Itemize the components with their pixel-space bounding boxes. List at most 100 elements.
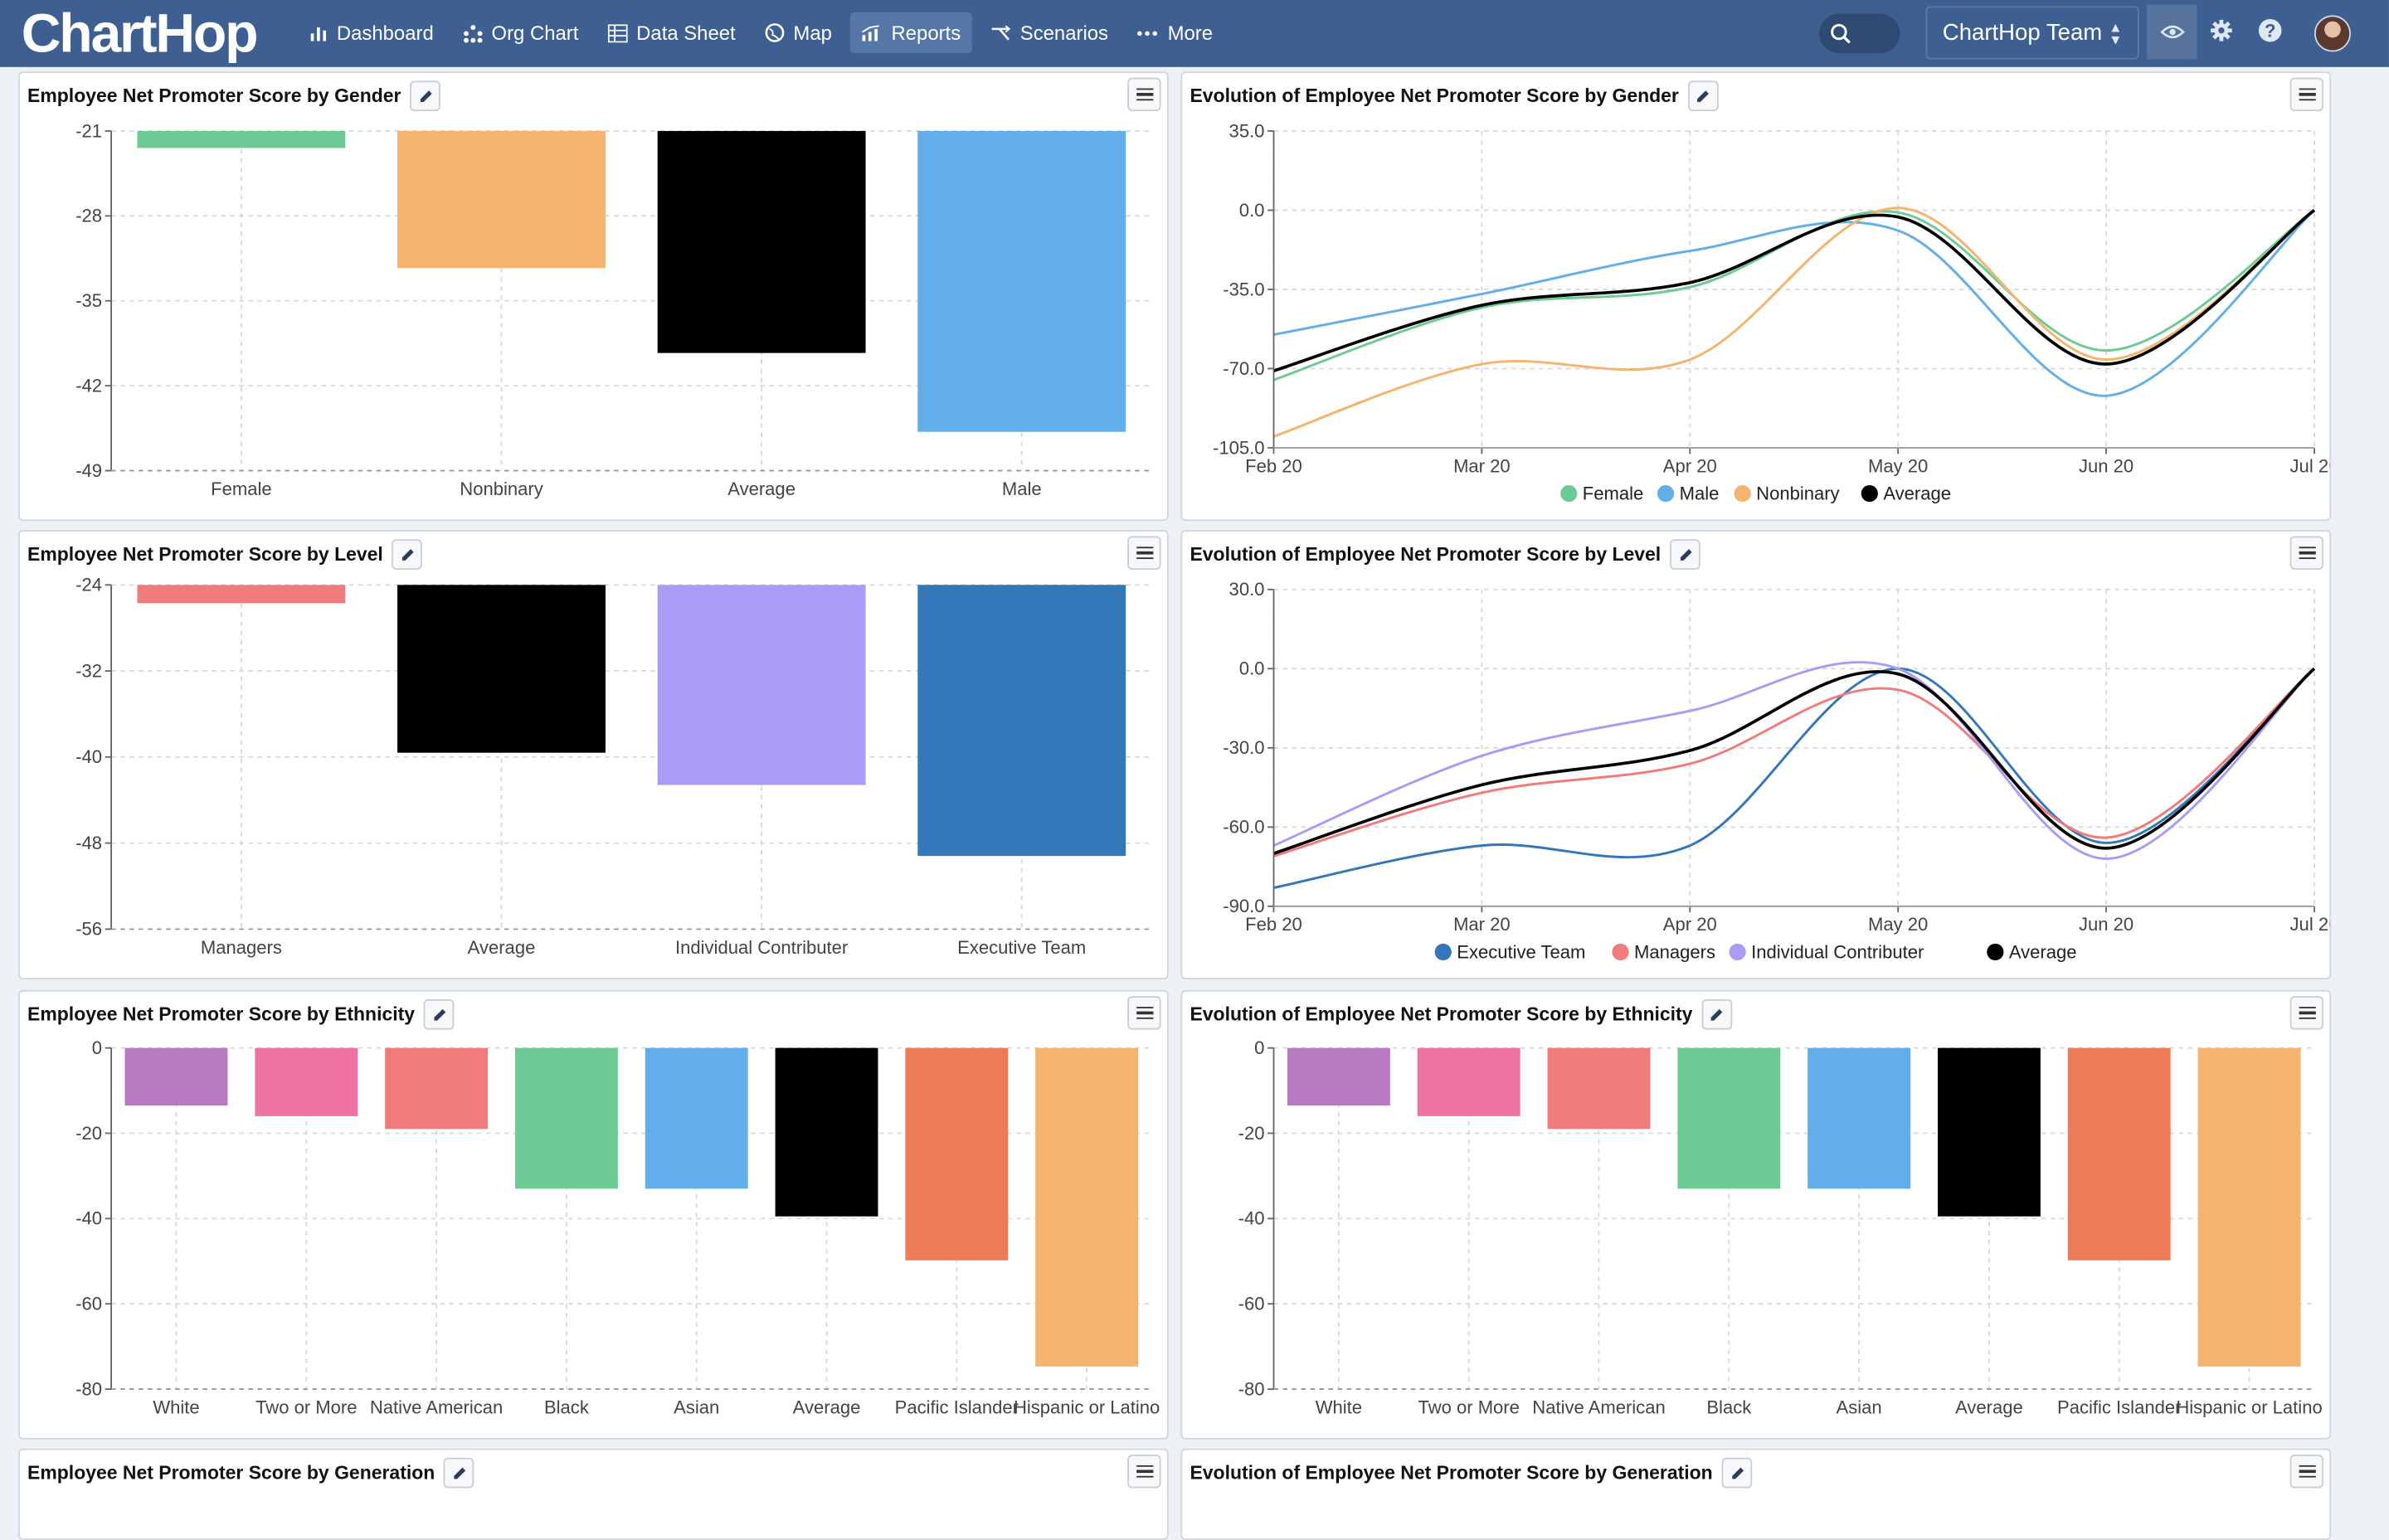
bar-chart: 0 -20 -40 -60 -80 White Two or More Native Amer… — [1238, 1037, 2323, 1417]
edit-title-button[interactable] — [410, 80, 441, 112]
edit-title-button[interactable] — [424, 998, 455, 1030]
series-line-nonbinary[interactable] — [1272, 206, 2315, 438]
edit-title-button[interactable] — [1701, 998, 1733, 1030]
y-tick-label: -90.0 — [1223, 896, 1264, 916]
nav-map[interactable]: Map — [754, 12, 843, 54]
legend-label[interactable]: Average — [2009, 941, 2077, 962]
series-line-individual-contributer[interactable] — [1272, 661, 2315, 861]
nav-scenarios[interactable]: Scenarios — [979, 12, 1119, 54]
nav-dashboard[interactable]: Dashboard — [299, 12, 445, 54]
bar-average[interactable] — [1937, 1047, 2041, 1217]
series-line-managers[interactable] — [1273, 668, 2315, 857]
y-tick-label: -42 — [75, 375, 102, 396]
hamburger-line — [2298, 1475, 2315, 1479]
bar-native-american[interactable] — [385, 1047, 489, 1129]
user-avatar[interactable] — [2314, 15, 2352, 52]
bar-average[interactable] — [775, 1047, 878, 1217]
help-button[interactable]: ? — [2258, 18, 2282, 42]
bar-pacific-islander[interactable] — [2067, 1047, 2171, 1261]
nav-reports[interactable]: Reports — [849, 12, 972, 54]
series-line-executive-team[interactable] — [1273, 667, 2315, 889]
series-line-female[interactable] — [1272, 209, 2315, 381]
bar-male[interactable] — [917, 130, 1126, 432]
bar-managers[interactable] — [137, 585, 346, 604]
bar-nonbinary[interactable] — [397, 130, 606, 269]
bar-two-or-more[interactable] — [255, 1047, 358, 1116]
bar-female[interactable] — [137, 130, 346, 148]
hamburger-icon — [2298, 1006, 2315, 1009]
report-card: Employee Net Promoter Score by Ethnicity… — [18, 989, 1169, 1440]
legend-label[interactable]: Individual Contributer — [1751, 941, 1924, 962]
nav-more[interactable]: More — [1126, 12, 1224, 54]
hamburger-line — [2298, 1011, 2315, 1014]
edit-title-button[interactable] — [1670, 539, 1701, 570]
hamburger-line — [1136, 551, 1153, 555]
charthop-logo[interactable]: ChartHop — [21, 1, 259, 65]
bar-white[interactable] — [124, 1047, 228, 1106]
search-input[interactable] — [1819, 13, 1900, 54]
edit-title-button[interactable] — [392, 539, 423, 570]
x-tick-label: Executive Team — [957, 937, 1086, 958]
view-as-button[interactable] — [2146, 4, 2197, 60]
legend-label[interactable]: Managers — [1634, 941, 1715, 962]
edit-title-button[interactable] — [1721, 1457, 1753, 1489]
nav-label: More — [1167, 21, 1214, 45]
legend-label[interactable]: Nonbinary — [1756, 483, 1839, 503]
card-menu-button[interactable] — [1127, 536, 1161, 570]
card-menu-button[interactable] — [2289, 77, 2323, 112]
x-tick-label: May 20 — [1868, 914, 1928, 935]
hamburger-line — [2298, 551, 2315, 555]
x-tick-label: May 20 — [1868, 455, 1928, 476]
hamburger-line — [1136, 93, 1153, 96]
bar-two-or-more[interactable] — [1417, 1047, 1520, 1116]
nav-org-chart[interactable]: Org Chart — [452, 12, 589, 54]
legend-label[interactable]: Average — [1883, 483, 1951, 503]
bar-asian[interactable] — [645, 1047, 748, 1189]
bar-native-american[interactable] — [1547, 1047, 1651, 1129]
card-title: Evolution of Employee Net Promoter Score… — [1190, 1457, 1753, 1489]
bar-pacific-islander[interactable] — [905, 1047, 1009, 1261]
y-tick-label: -60 — [1238, 1294, 1265, 1314]
card-menu-button[interactable] — [1127, 1455, 1161, 1489]
y-tick-label: -60 — [75, 1294, 102, 1314]
legend-label[interactable]: Male — [1680, 483, 1720, 503]
card-title-text: Evolution of Employee Net Promoter Score… — [1190, 543, 1662, 566]
bar-executive-team[interactable] — [917, 585, 1126, 857]
edit-title-button[interactable] — [444, 1457, 475, 1489]
card-menu-button[interactable] — [2289, 536, 2323, 570]
card-menu-button[interactable] — [2289, 1455, 2323, 1489]
y-tick-label: -24 — [75, 575, 102, 595]
edit-title-button[interactable] — [1687, 80, 1719, 112]
bar-individual-contributer[interactable] — [657, 585, 866, 785]
hamburger-line — [2298, 556, 2315, 560]
series-line-average[interactable] — [1272, 667, 2316, 855]
card-menu-button[interactable] — [1127, 996, 1161, 1030]
legend-label[interactable]: Female — [1583, 483, 1643, 503]
bar-average[interactable] — [657, 130, 866, 353]
card-menu-button[interactable] — [1127, 77, 1161, 112]
team-selector[interactable]: ChartHop Team ▲ ▼ — [1925, 6, 2139, 60]
x-tick-label: Average — [1955, 1397, 2023, 1417]
card-menu-button[interactable] — [2289, 996, 2323, 1030]
x-tick-label: Jul 20 — [2290, 914, 2332, 935]
bar-black[interactable] — [514, 1047, 618, 1189]
hamburger-icon — [1136, 1465, 1153, 1468]
settings-button[interactable] — [2209, 18, 2233, 42]
bar-white[interactable] — [1287, 1047, 1390, 1106]
bar-black[interactable] — [1677, 1047, 1781, 1189]
pencil-icon — [454, 1466, 466, 1479]
y-tick-label: -60.0 — [1223, 817, 1264, 838]
legend-swatch — [1987, 943, 2004, 961]
x-tick-label: Feb 20 — [1245, 455, 1302, 476]
bar-hispanic-or-latino[interactable] — [2197, 1047, 2301, 1367]
bar-hispanic-or-latino[interactable] — [1035, 1047, 1139, 1367]
legend-swatch — [1729, 943, 1746, 961]
legend-label[interactable]: Executive Team — [1457, 941, 1585, 962]
legend-swatch — [1657, 484, 1675, 503]
series-line-average[interactable] — [1272, 208, 2316, 372]
bar-asian[interactable] — [1808, 1047, 1911, 1189]
x-tick-label: Average — [727, 479, 796, 499]
bar-average[interactable] — [397, 585, 606, 753]
nav-data-sheet[interactable]: Data Sheet — [596, 12, 746, 54]
card-title-text: Employee Net Promoter Score by Generatio… — [27, 1462, 435, 1484]
